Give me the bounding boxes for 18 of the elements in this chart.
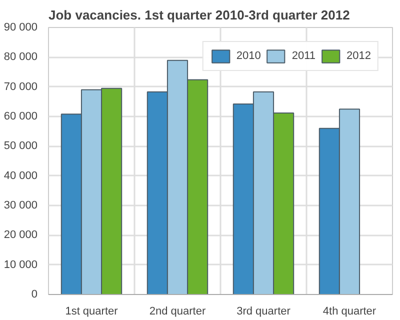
legend-label: 2011: [292, 50, 316, 62]
x-tick-label: 2nd quarter: [149, 306, 206, 318]
y-tick-label: 40 000: [4, 170, 38, 182]
x-tick-label: 3rd quarter: [236, 306, 291, 318]
y-tick-label: 60 000: [4, 110, 38, 122]
x-tick-label: 4th quarter: [322, 306, 376, 318]
y-tick-label: 50 000: [4, 140, 38, 152]
y-tick-label: 30 000: [4, 200, 38, 212]
y-tick-label: 80 000: [4, 51, 38, 64]
chart-title: Job vacancies. 1st quarter 2010-3rd quarter 2012: [48, 8, 350, 22]
y-tick-label: 70 000: [4, 80, 38, 93]
y-tick-label: 90 000: [4, 22, 38, 34]
legend-label: 2012: [346, 50, 371, 62]
legend-label: 2010: [236, 50, 261, 62]
y-tick-label: 0: [31, 288, 38, 300]
y-tick-label: 20 000: [4, 229, 38, 242]
y-tick-label: 10 000: [4, 258, 38, 271]
x-tick-label: 1st quarter: [65, 306, 118, 318]
